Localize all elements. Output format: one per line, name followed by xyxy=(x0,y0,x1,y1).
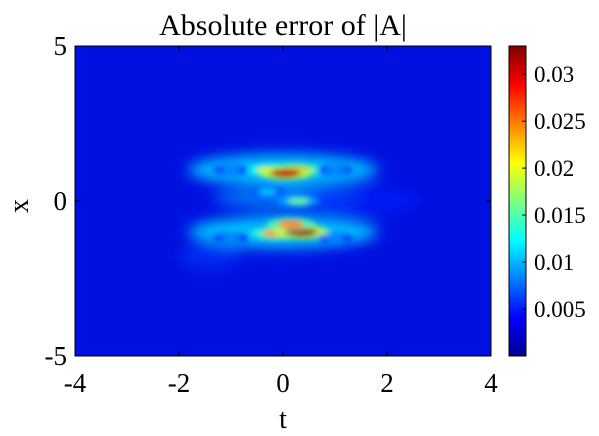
y-tick-label: 0 xyxy=(54,186,68,216)
x-axis-label: t xyxy=(279,404,287,435)
hotspot-5 xyxy=(266,217,316,231)
glow-band-right xyxy=(301,187,421,215)
y-tick-label: -5 xyxy=(45,341,68,371)
colorbar-tick-label: 0.015 xyxy=(534,203,586,228)
hotspot-layer xyxy=(213,163,353,244)
colorbar xyxy=(508,45,527,357)
colorbar-tick-label: 0.01 xyxy=(534,250,574,275)
colorbar-tick-label: 0.005 xyxy=(534,297,586,322)
x-tick-label: -4 xyxy=(64,368,87,398)
colorbar-tick-label: 0.025 xyxy=(534,109,586,134)
colorbar-tick-label: 0.02 xyxy=(534,156,574,181)
hotspot-2 xyxy=(258,166,313,180)
hotspot-11 xyxy=(317,233,353,244)
colorbar-tick-label: 0.03 xyxy=(534,62,574,87)
hotspot-core xyxy=(270,168,301,178)
hotspot-8 xyxy=(213,165,249,175)
x-tick-label: 0 xyxy=(276,368,290,398)
y-axis-label: x xyxy=(4,199,35,213)
hotspot-10 xyxy=(213,233,249,244)
hotspot-core xyxy=(326,235,344,241)
hotspot-7 xyxy=(248,186,287,197)
glow-band-lower-left xyxy=(180,244,241,269)
hotspot-core xyxy=(277,220,305,229)
x-tick-label: 2 xyxy=(380,368,394,398)
hotspot-core xyxy=(287,197,310,205)
heatmap-area xyxy=(75,46,491,356)
hotspot-core xyxy=(222,235,240,241)
hotspot-core xyxy=(222,167,240,173)
x-tick-label: 4 xyxy=(484,368,498,398)
y-tick-label: 5 xyxy=(54,31,68,61)
hotspot-core xyxy=(326,167,344,173)
x-tick-label: -2 xyxy=(168,368,191,398)
hotspot-6 xyxy=(277,195,320,207)
hotspot-core xyxy=(258,188,277,195)
hotspot-9 xyxy=(317,165,353,175)
y-axis-ticks: 5 0 -5 xyxy=(45,31,491,371)
x-axis-ticks: -4 -2 0 2 4 xyxy=(64,46,498,398)
colorbar-ticks: 0.03 0.025 0.02 0.015 0.01 0.005 xyxy=(522,62,586,322)
chart-title: Absolute error of |A| xyxy=(159,9,407,42)
